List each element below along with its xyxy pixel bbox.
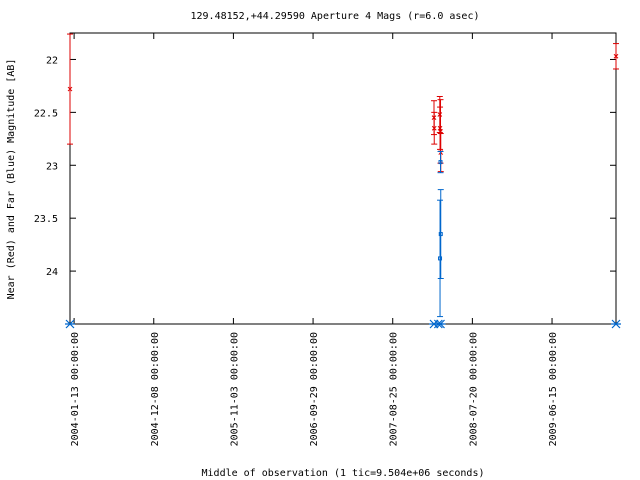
data-point — [437, 189, 444, 279]
x-axis: 2004-01-13 00:00:00 2004-12-08 00:00:00 20… — [70, 33, 559, 446]
data-point — [437, 151, 444, 174]
y-tick-label: 22 — [46, 55, 58, 66]
square-marker — [438, 160, 443, 165]
y-tick-label: 22.5 — [34, 108, 58, 119]
series-layer — [67, 33, 619, 318]
plot-frame — [69, 32, 617, 325]
x-tick-label: 2005-11-03 00:00:00 — [229, 332, 240, 446]
y-axis: 22 22.5 23 23.5 24 — [34, 55, 616, 278]
x-marker — [613, 53, 619, 59]
chart-title: 129.48152,+44.29590 Aperture 4 Mags (r=6… — [191, 11, 480, 22]
baseline-star-marker — [611, 319, 621, 329]
data-point — [67, 33, 73, 145]
x-tick-label: 2007-08-25 00:00:00 — [389, 332, 400, 446]
x-tick-label: 2008-07-20 00:00:00 — [468, 332, 479, 446]
baseline-star-marker — [65, 319, 75, 329]
data-point — [613, 43, 619, 70]
series-far — [437, 151, 444, 318]
x-tick-label: 2006-09-29 00:00:00 — [309, 332, 320, 446]
baseline-star-marker — [435, 319, 446, 329]
y-tick-label: 24 — [46, 267, 58, 278]
square-marker — [438, 232, 443, 237]
x-marker — [438, 129, 443, 134]
x-marker — [67, 86, 73, 92]
square-marker — [438, 256, 443, 261]
baseline-markers — [65, 319, 621, 329]
data-point — [437, 199, 444, 318]
y-axis-label: Near (Red) and Far (Blue) Magnitude [AB] — [6, 59, 17, 300]
x-tick-label: 2009-06-15 00:00:00 — [548, 332, 559, 446]
x-tick-label: 2004-12-08 00:00:00 — [150, 332, 161, 446]
x-tick-label: 2004-01-13 00:00:00 — [70, 332, 81, 446]
y-tick-label: 23 — [46, 161, 58, 172]
x-marker — [431, 125, 437, 131]
x-axis-label: Middle of observation (1 tic=9.504e+06 s… — [202, 468, 485, 479]
data-point — [431, 111, 438, 145]
y-tick-label: 23.5 — [34, 214, 58, 225]
series-near — [67, 33, 619, 173]
